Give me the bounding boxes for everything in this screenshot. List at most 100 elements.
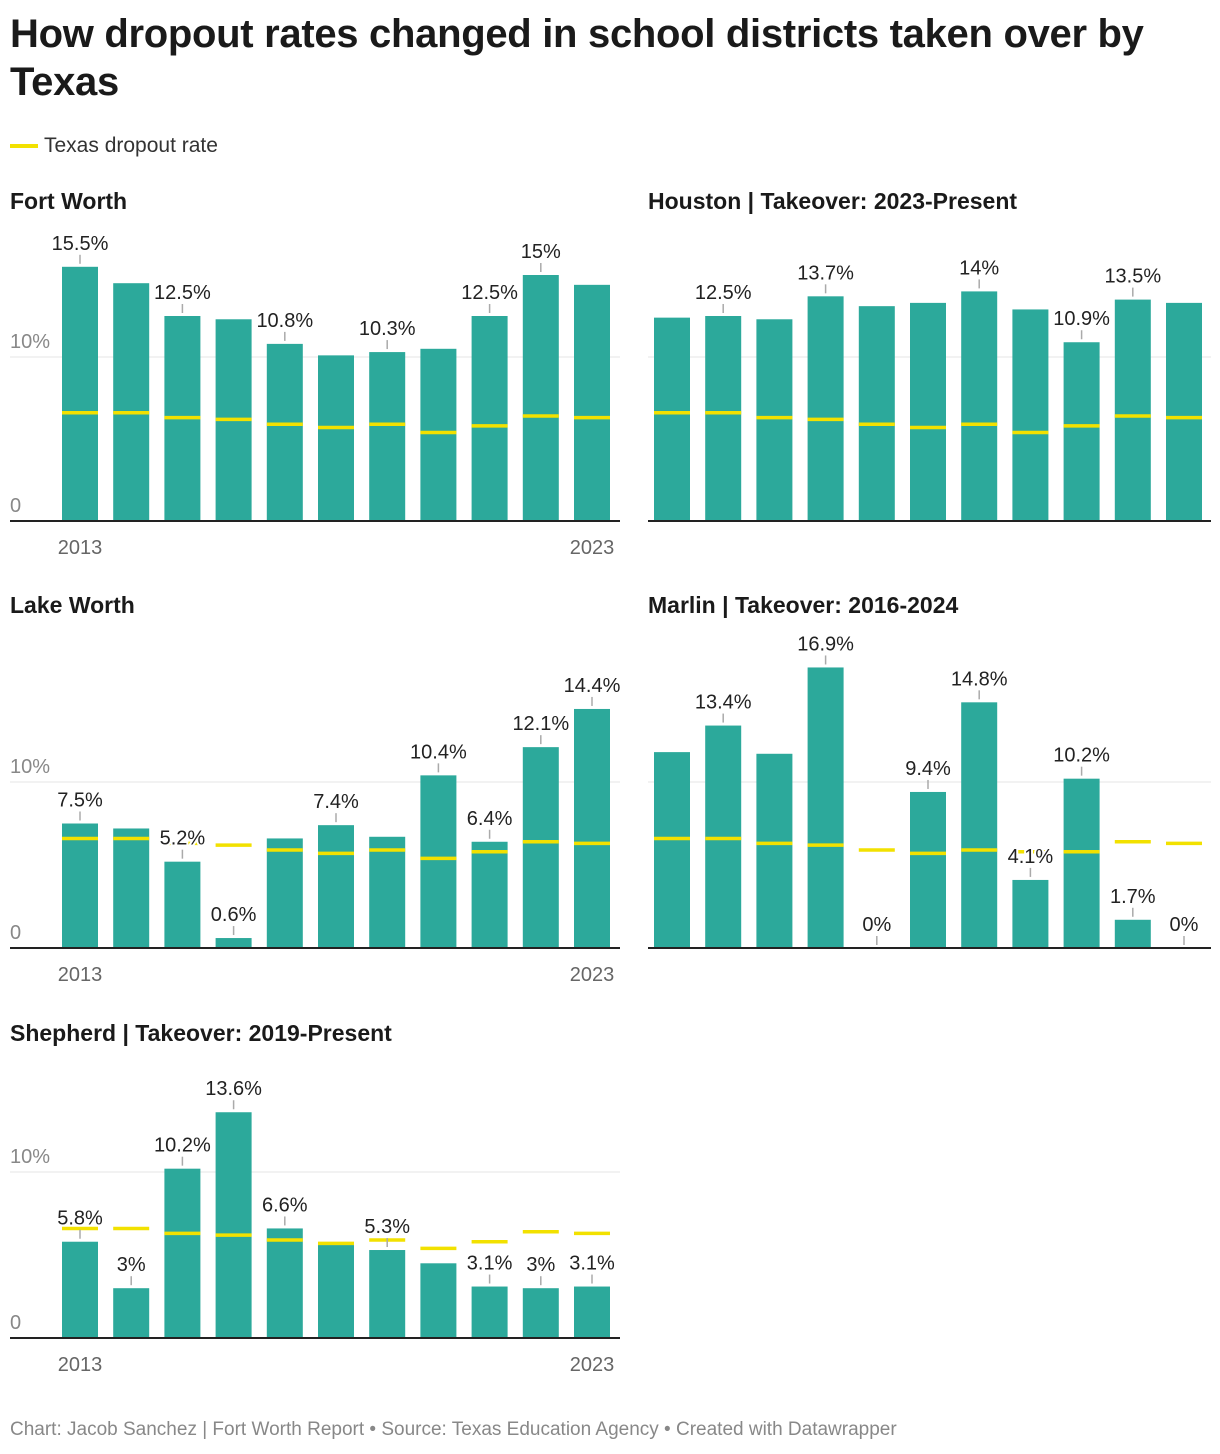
bar xyxy=(574,284,610,521)
value-label: 9.4% xyxy=(905,758,951,780)
chart-title: How dropout rates changed in school dist… xyxy=(10,12,1144,104)
legend-label-texas: Texas dropout rate xyxy=(44,134,218,157)
value-label: 13.6% xyxy=(205,1078,262,1100)
bar xyxy=(369,352,406,521)
value-label: 5.3% xyxy=(364,1216,410,1238)
value-label: 3% xyxy=(526,1254,555,1276)
bar xyxy=(910,302,946,521)
bar xyxy=(318,825,354,948)
bar xyxy=(164,1168,201,1338)
bar xyxy=(420,775,457,948)
value-label: 5.8% xyxy=(57,1208,103,1230)
bar xyxy=(369,836,406,948)
bar xyxy=(1114,919,1151,948)
y-tick-label: 0 xyxy=(10,1312,21,1334)
bar xyxy=(471,841,508,948)
bar xyxy=(1166,302,1202,521)
value-label: 10.3% xyxy=(359,318,416,340)
bar xyxy=(807,667,844,948)
bar xyxy=(522,747,559,948)
value-label: 14.8% xyxy=(951,668,1008,690)
bar xyxy=(1063,778,1100,948)
value-label: 10.2% xyxy=(154,1135,211,1157)
y-tick-label: 10% xyxy=(10,331,50,353)
value-label: 5.2% xyxy=(160,828,206,850)
bar xyxy=(756,753,793,948)
value-label: 6.4% xyxy=(467,808,513,830)
bar xyxy=(858,306,895,521)
bar xyxy=(807,296,844,521)
bar xyxy=(705,316,742,521)
bar xyxy=(471,316,508,521)
value-label: 15% xyxy=(521,241,561,263)
value-label: 14% xyxy=(959,257,999,279)
value-label: 0.6% xyxy=(211,904,257,926)
bar xyxy=(62,823,98,948)
value-label: 16.9% xyxy=(797,633,854,655)
bar xyxy=(369,1250,406,1338)
bar xyxy=(266,838,303,948)
value-label: 3% xyxy=(117,1254,146,1276)
value-label: 1.7% xyxy=(1110,886,1156,908)
bar xyxy=(215,938,252,948)
bar xyxy=(62,266,98,521)
value-label: 13.5% xyxy=(1104,266,1161,288)
bar xyxy=(961,291,998,521)
bar xyxy=(1063,342,1100,521)
value-label: 13.7% xyxy=(797,262,854,284)
bar xyxy=(113,283,150,521)
bar xyxy=(1114,299,1151,521)
x-tick-label-end: 2023 xyxy=(570,1354,615,1376)
value-label: 10.4% xyxy=(410,741,467,763)
bar xyxy=(420,1263,457,1338)
bar xyxy=(113,1288,150,1338)
bar xyxy=(654,752,690,948)
x-tick-label-start: 2013 xyxy=(58,964,103,986)
value-label: 10.8% xyxy=(256,310,313,332)
value-label: 12.5% xyxy=(695,282,752,304)
bar xyxy=(113,828,150,948)
y-tick-label: 10% xyxy=(10,1146,50,1168)
y-tick-label: 0 xyxy=(10,495,21,517)
panel-marlin: Marlin | Takeover: 2016-2024 13.4% 16.9% 0%… xyxy=(648,592,1211,949)
bar xyxy=(420,348,457,521)
legend-swatch-texas xyxy=(10,144,38,148)
value-label: 3.1% xyxy=(467,1253,513,1275)
bar xyxy=(574,708,610,948)
bar xyxy=(215,1112,252,1338)
value-label: 13.4% xyxy=(695,692,752,714)
panel-lake-worth: Lake Worth 0 10% 7.5% 5.2% 0.6% 7.4% 10.4% 6.4% 1… xyxy=(10,592,623,986)
bar xyxy=(318,355,354,521)
legend: Texas dropout rate xyxy=(10,134,218,158)
value-label: 15.5% xyxy=(52,233,109,255)
x-tick-label-start: 2013 xyxy=(58,537,103,559)
bar xyxy=(318,1245,354,1338)
x-tick-label-start: 2013 xyxy=(58,1354,103,1376)
value-label: 0% xyxy=(862,914,891,936)
bar xyxy=(1012,309,1049,521)
bar xyxy=(1012,879,1049,948)
panel-title: Lake Worth xyxy=(10,592,135,618)
bar xyxy=(961,702,998,948)
value-label: 12.1% xyxy=(512,713,569,735)
footer-credits: Chart: Jacob Sanchez | Fort Worth Report… xyxy=(10,1419,897,1440)
x-tick-label-end: 2023 xyxy=(570,537,615,559)
value-label: 12.5% xyxy=(154,282,211,304)
panel-title: Shepherd | Takeover: 2019-Present xyxy=(10,1020,392,1046)
bar xyxy=(654,317,690,521)
bar xyxy=(62,1241,98,1338)
y-tick-label: 0 xyxy=(10,922,21,944)
bar xyxy=(522,275,559,521)
value-label: 4.1% xyxy=(1008,846,1054,868)
bar xyxy=(522,1288,559,1338)
panel-title: Marlin | Takeover: 2016-2024 xyxy=(648,592,958,618)
value-label: 7.5% xyxy=(57,790,103,812)
value-label: 6.6% xyxy=(262,1194,308,1216)
bar xyxy=(574,1286,610,1338)
value-label: 3.1% xyxy=(569,1253,615,1275)
panel-houston: Houston | Takeover: 2023-Present 12.5% 13.… xyxy=(648,188,1211,522)
value-label: 14.4% xyxy=(564,675,621,697)
bar xyxy=(164,861,201,948)
value-label: 10.9% xyxy=(1053,308,1110,330)
